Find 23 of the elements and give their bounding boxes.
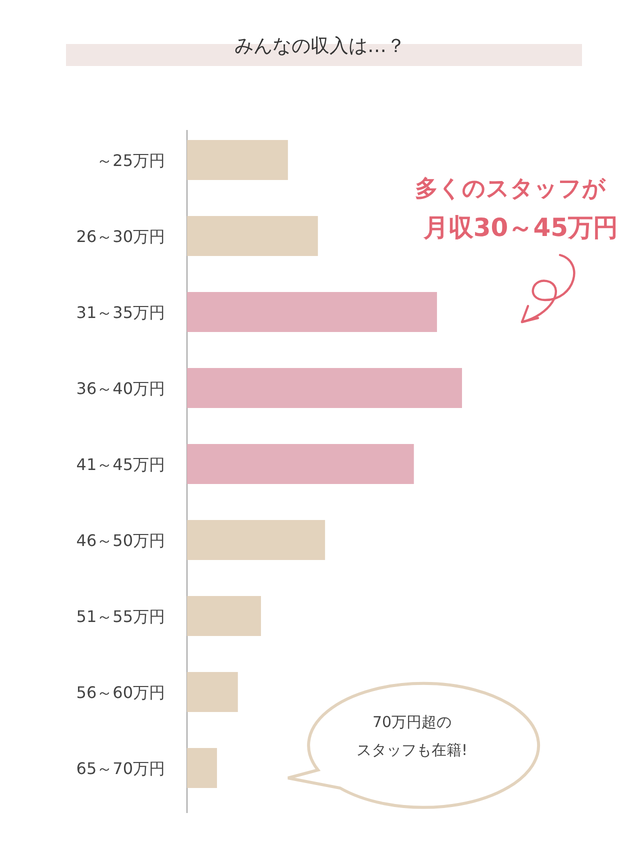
y-tick-label: 41～45万円 (76, 455, 165, 474)
y-tick-label: ～25万円 (96, 151, 165, 170)
annotation: 70万円超の (372, 713, 452, 731)
y-tick-label: 51～55万円 (76, 607, 165, 626)
y-tick-label: 46～50万円 (76, 531, 165, 550)
bar (187, 672, 238, 712)
annotation: 月収30～45万円 (422, 213, 618, 242)
y-tick-label: 56～60万円 (76, 683, 165, 702)
y-tick-label: 36～40万円 (76, 379, 165, 398)
bar (187, 520, 326, 560)
bar (187, 292, 437, 332)
annotation: スタッフも在籍! (356, 741, 468, 759)
bar (187, 216, 318, 256)
bar (187, 368, 462, 408)
chart-title: みんなの収入は…？ (234, 35, 406, 57)
bar (187, 748, 217, 788)
y-tick-label: 26～30万円 (76, 227, 165, 246)
bar (187, 444, 414, 484)
bar (187, 140, 288, 180)
annotation: 多くのスタッフが (415, 176, 606, 202)
y-tick-label: 31～35万円 (76, 303, 165, 322)
bar (187, 596, 261, 636)
y-tick-label: 65～70万円 (76, 759, 165, 778)
